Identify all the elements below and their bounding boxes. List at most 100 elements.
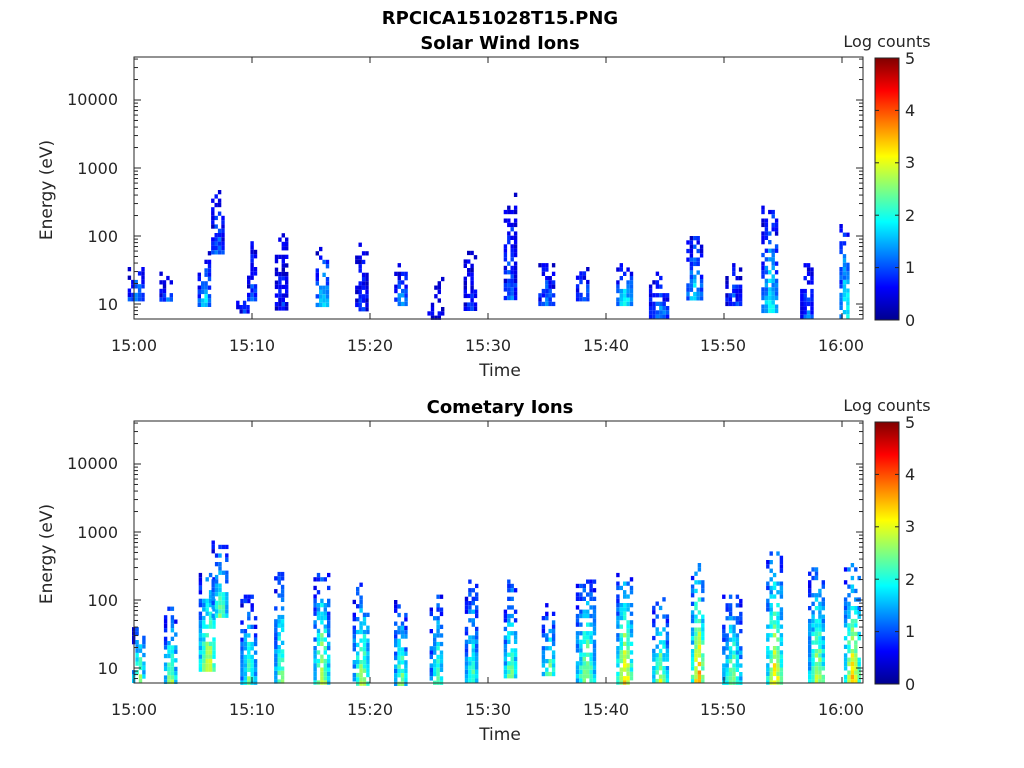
spectrogram-cell <box>772 671 777 677</box>
spectrogram-cell <box>779 663 784 668</box>
spectrogram-cell <box>619 658 623 664</box>
spectrogram-cell <box>575 669 580 675</box>
spectrogram-cell <box>586 284 590 289</box>
spectrogram-cell <box>464 601 469 606</box>
spectrogram-cell <box>240 654 244 660</box>
spectrogram-cell <box>198 615 203 621</box>
spectrogram-cell <box>735 301 739 307</box>
spectrogram-cell <box>468 661 472 666</box>
spectrogram-cell <box>436 629 440 634</box>
spectrogram-cell <box>843 618 848 624</box>
spectrogram-cell <box>616 671 620 677</box>
spectrogram-cell <box>221 600 226 605</box>
spectrogram-cell <box>325 302 330 308</box>
spectrogram-cell <box>592 613 597 619</box>
spectrogram-cell <box>358 242 362 247</box>
spectrogram-cell <box>814 679 819 684</box>
spectrogram-cell <box>198 658 203 664</box>
spectrogram-cell <box>779 637 784 642</box>
spectrogram-cell <box>616 654 620 659</box>
spectrogram-cell <box>202 598 206 603</box>
spectrogram-cell <box>323 611 327 616</box>
spectrogram-cell <box>198 650 203 655</box>
spectrogram-cell <box>247 279 251 285</box>
spectrogram-cell <box>662 314 666 319</box>
spectrogram-cell <box>806 297 811 302</box>
spectrogram-cell <box>205 641 209 646</box>
spectrogram-cell <box>616 603 620 608</box>
spectrogram-cell <box>548 301 552 307</box>
x-tick-label: 15:50 <box>700 336 746 355</box>
spectrogram-cell <box>471 618 475 623</box>
spectrogram-cell <box>208 663 213 668</box>
spectrogram-cell <box>211 587 215 593</box>
spectrogram-cell <box>211 613 215 618</box>
spectrogram-cell <box>665 666 670 671</box>
spectrogram-cell <box>280 593 285 598</box>
spectrogram-cell <box>274 662 278 667</box>
spectrogram-cell <box>253 676 258 681</box>
spectrogram-cell <box>689 270 694 275</box>
spectrogram-cell <box>281 241 285 247</box>
y-tick-label: 1000 <box>77 523 118 542</box>
spectrogram-cell <box>619 633 623 638</box>
spectrogram-cell <box>174 619 178 624</box>
spectrogram-cell <box>221 215 225 221</box>
spectrogram-cell <box>362 621 367 626</box>
spectrogram-cell <box>626 667 630 672</box>
spectrogram-cell <box>548 671 552 677</box>
spectrogram-cell <box>541 263 546 268</box>
spectrogram-cell <box>433 663 437 668</box>
spectrogram-cell <box>648 310 653 315</box>
spectrogram-cell <box>281 306 285 311</box>
spectrogram-cell <box>212 620 216 625</box>
spectrogram-cell <box>127 275 132 280</box>
spectrogram-cell <box>240 646 244 651</box>
spectrogram-cell <box>545 633 549 638</box>
spectrogram-cell <box>818 614 822 619</box>
spectrogram-cell <box>548 280 552 285</box>
spectrogram-cell <box>811 649 815 654</box>
spectrogram-cell <box>221 544 226 550</box>
spectrogram-cell <box>280 576 285 581</box>
spectrogram-cell <box>579 583 583 589</box>
spectrogram-cell <box>253 633 258 638</box>
spectrogram-cell <box>436 594 440 599</box>
spectrogram-cell <box>665 635 670 641</box>
spectrogram-cell <box>769 611 773 616</box>
spectrogram-cell <box>400 677 405 682</box>
spectrogram-cell <box>135 661 139 666</box>
spectrogram-cell <box>761 252 765 258</box>
spectrogram-cell <box>774 283 779 288</box>
spectrogram-cell <box>246 309 250 314</box>
spectrogram-cell <box>766 633 770 638</box>
spectrogram-cell <box>701 666 705 671</box>
spectrogram-cell <box>358 264 362 269</box>
spectrogram-cell <box>725 603 729 608</box>
spectrogram-cell <box>211 215 215 221</box>
spectrogram-cell <box>507 283 511 288</box>
spectrogram-cell <box>207 268 212 273</box>
spectrogram-cell <box>814 618 819 624</box>
spectrogram-cell <box>821 606 825 611</box>
spectrogram-cell <box>429 676 433 681</box>
spectrogram-cell <box>761 231 765 236</box>
spectrogram-cell <box>739 620 743 625</box>
spectrogram-cell <box>503 674 508 679</box>
spectrogram-cell <box>774 222 779 228</box>
spectrogram-cell <box>362 668 367 673</box>
spectrogram-cell <box>850 666 855 671</box>
spectrogram-cell <box>468 669 472 675</box>
spectrogram-cell <box>513 261 518 266</box>
spectrogram-cell <box>404 634 408 639</box>
spectrogram-cell <box>771 214 775 219</box>
spectrogram-cell <box>854 653 858 658</box>
spectrogram-cell <box>141 271 145 276</box>
spectrogram-cell <box>739 676 743 681</box>
spectrogram-cell <box>404 284 408 289</box>
spectrogram-cell <box>221 609 226 614</box>
spectrogram-cell <box>513 639 518 644</box>
spectrogram-cell <box>475 605 479 610</box>
spectrogram-cell <box>761 304 765 309</box>
spectrogram-cell <box>619 603 623 608</box>
